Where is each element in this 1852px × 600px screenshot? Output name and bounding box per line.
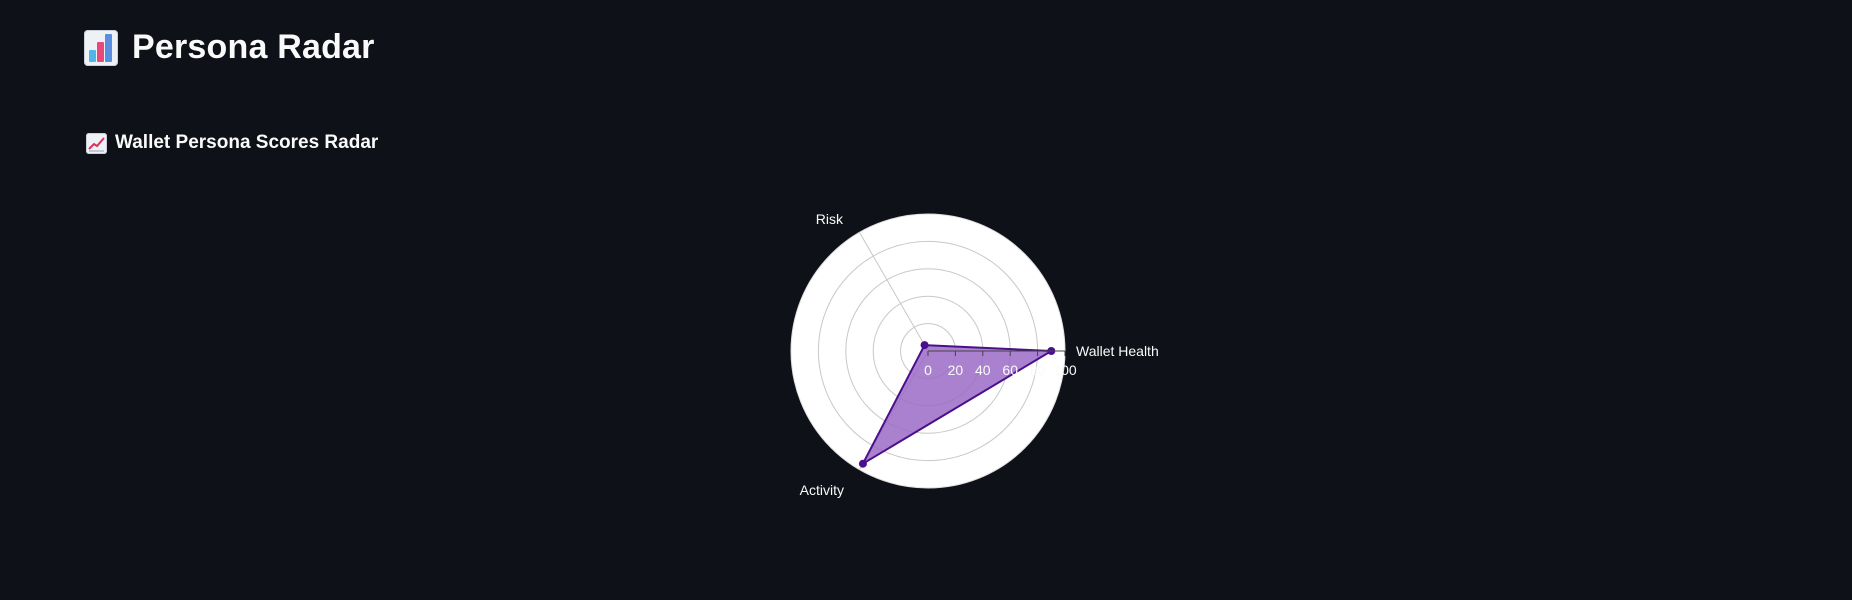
page-title: Persona Radar	[132, 28, 375, 66]
axis-spoke	[859, 232, 929, 352]
radial-tick-label: 80	[1030, 362, 1046, 378]
section-header: Wallet Persona Scores Radar	[86, 132, 378, 154]
axis-label: Wallet Health	[1076, 343, 1159, 359]
title-row: Persona Radar	[84, 28, 375, 67]
series-point	[920, 341, 929, 350]
series-point	[858, 459, 867, 468]
radial-tick-label: 40	[975, 362, 991, 378]
axis-label: Activity	[800, 482, 844, 498]
axis-label: Risk	[816, 211, 844, 227]
bar-chart-emoji-icon	[84, 29, 118, 66]
series-line	[861, 344, 1053, 465]
radial-tick-label: 0	[924, 362, 932, 378]
radial-tick-label: 20	[948, 362, 964, 378]
radial-tick-label: 60	[1002, 362, 1018, 378]
section-title: Wallet Persona Scores Radar	[115, 132, 379, 153]
chart-increasing-emoji-icon	[86, 132, 107, 154]
radial-tick-label: 100	[1053, 362, 1077, 378]
